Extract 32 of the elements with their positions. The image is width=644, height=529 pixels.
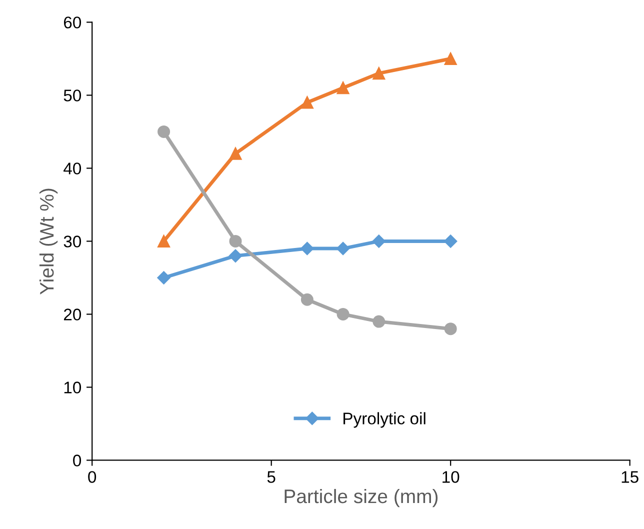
- point: [229, 234, 242, 248]
- point: [228, 249, 242, 262]
- point: [444, 52, 457, 65]
- x-tick-label: 10: [442, 471, 460, 483]
- y-tick-label: 0: [73, 454, 82, 466]
- point: [158, 125, 170, 138]
- x-tick-label: 5: [267, 471, 276, 483]
- point: [336, 308, 350, 320]
- x-tick-label: 15: [622, 471, 638, 483]
- y-tick-label: 50: [64, 90, 82, 102]
- y-tick-label: 10: [64, 382, 82, 394]
- y-tick-label: 60: [64, 16, 82, 28]
- point: [300, 242, 314, 256]
- point: [444, 322, 457, 336]
- y-tick-label: 30: [64, 236, 82, 248]
- point: [229, 147, 242, 160]
- y-axis-title: Yield (Wt %): [39, 188, 58, 294]
- point: [158, 234, 170, 248]
- x-tick-label: 0: [88, 471, 96, 483]
- point: [444, 234, 458, 248]
- point: [157, 271, 170, 284]
- point: [336, 242, 350, 256]
- point: [336, 82, 350, 94]
- point: [372, 234, 386, 248]
- y-tick-label: 20: [64, 308, 82, 320]
- point: [372, 315, 386, 328]
- x-axis-title: Particle size (mm): [284, 488, 438, 508]
- legend-label: Pyrolytic oil: [344, 412, 426, 428]
- y-tick-label: 40: [64, 162, 82, 174]
- point: [300, 96, 314, 109]
- point: [372, 67, 386, 80]
- point: [300, 293, 314, 306]
